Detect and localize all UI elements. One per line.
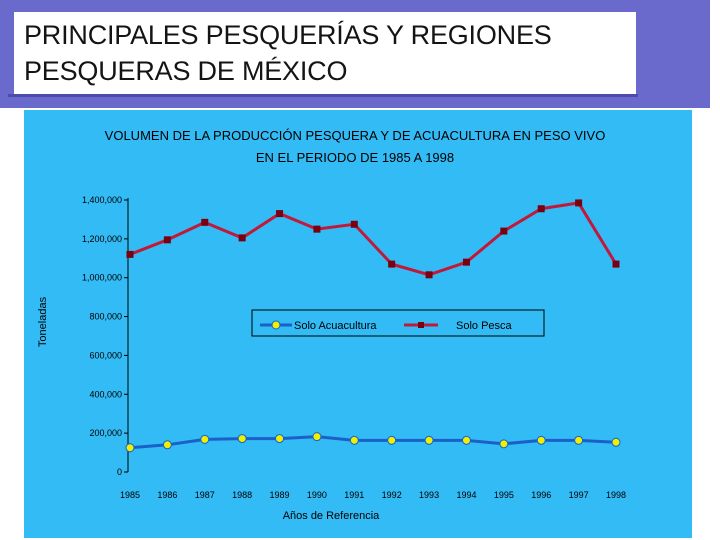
legend-marker-pesca	[418, 322, 424, 328]
data-point-pesca	[612, 260, 620, 268]
y-tick-label: 0	[117, 467, 122, 477]
data-point-acuacultura	[536, 435, 546, 445]
series-line-pesca	[129, 201, 618, 277]
x-tick-label: 1989	[270, 490, 290, 500]
data-point-acuacultura	[237, 434, 247, 444]
data-point-acuacultura	[125, 443, 135, 453]
y-tick-label: 1,400,000	[82, 195, 122, 205]
data-point-acuacultura	[611, 437, 621, 447]
chart-panel: VOLUMEN DE LA PRODUCCIÓN PESQUERA Y DE A…	[24, 110, 692, 538]
legend-box	[251, 309, 545, 337]
data-point-acuacultura	[461, 435, 471, 445]
data-point-pesca	[425, 271, 433, 279]
y-axis-label: Toneladas	[37, 296, 49, 347]
data-point-acuacultura	[200, 434, 210, 444]
x-tick-label: 1987	[195, 490, 215, 500]
chart-title-line-1: VOLUMEN DE LA PRODUCCIÓN PESQUERA Y DE A…	[105, 128, 606, 143]
data-point-acuacultura	[349, 435, 359, 445]
title-box	[14, 12, 636, 94]
data-point-pesca	[388, 260, 396, 268]
y-tick-label: 1,200,000	[82, 234, 122, 244]
legend-label-pesca: Solo Pesca	[456, 320, 513, 332]
data-point-pesca	[238, 234, 246, 242]
slide-title-line-2: PESQUERAS DE MÉXICO	[24, 56, 348, 86]
data-point-pesca	[462, 258, 470, 266]
slide-title-line-1: PRINCIPALES PESQUERÍAS Y REGIONES	[24, 20, 552, 50]
y-tick-label: 400,000	[89, 389, 122, 399]
x-tick-label: 1993	[419, 490, 439, 500]
data-point-acuacultura	[387, 435, 397, 445]
data-point-acuacultura	[574, 435, 584, 445]
x-tick-label: 1996	[531, 490, 551, 500]
y-tick-label: 1,000,000	[82, 273, 122, 283]
x-tick-label: 1997	[569, 490, 589, 500]
data-point-acuacultura	[275, 434, 285, 444]
chart-title-line-2: EN EL PERIODO DE 1985 A 1998	[256, 150, 454, 165]
data-point-acuacultura	[499, 439, 509, 449]
line-chart: VOLUMEN DE LA PRODUCCIÓN PESQUERA Y DE A…	[37, 128, 626, 522]
data-point-pesca	[500, 227, 508, 235]
data-point-pesca	[201, 218, 209, 226]
x-tick-label: 1985	[120, 490, 140, 500]
x-tick-label: 1988	[232, 490, 252, 500]
data-point-acuacultura	[312, 432, 322, 442]
x-tick-label: 1990	[307, 490, 327, 500]
legend-label-acuacultura: Solo Acuacultura	[294, 320, 377, 332]
data-point-pesca	[313, 225, 321, 233]
x-tick-label: 1995	[494, 490, 514, 500]
x-tick-label: 1998	[606, 490, 626, 500]
x-tick-label: 1991	[344, 490, 364, 500]
data-point-pesca	[537, 205, 545, 213]
x-axis-label: Años de Referencia	[283, 510, 380, 522]
data-point-pesca	[350, 220, 358, 228]
x-tick-label: 1994	[456, 490, 476, 500]
data-point-acuacultura	[162, 440, 172, 450]
data-point-acuacultura	[424, 435, 434, 445]
series-line-acuacultura	[129, 435, 617, 450]
y-tick-label: 800,000	[89, 312, 122, 322]
x-tick-label: 1986	[157, 490, 177, 500]
y-tick-label: 200,000	[89, 428, 122, 438]
data-point-pesca	[163, 236, 171, 244]
x-tick-label: 1992	[382, 490, 402, 500]
data-point-pesca	[575, 199, 583, 207]
data-point-pesca	[276, 210, 284, 218]
title-divider	[8, 94, 638, 97]
data-point-pesca	[126, 250, 134, 258]
legend-marker-acuacultura	[271, 320, 281, 330]
y-tick-label: 600,000	[89, 350, 122, 360]
